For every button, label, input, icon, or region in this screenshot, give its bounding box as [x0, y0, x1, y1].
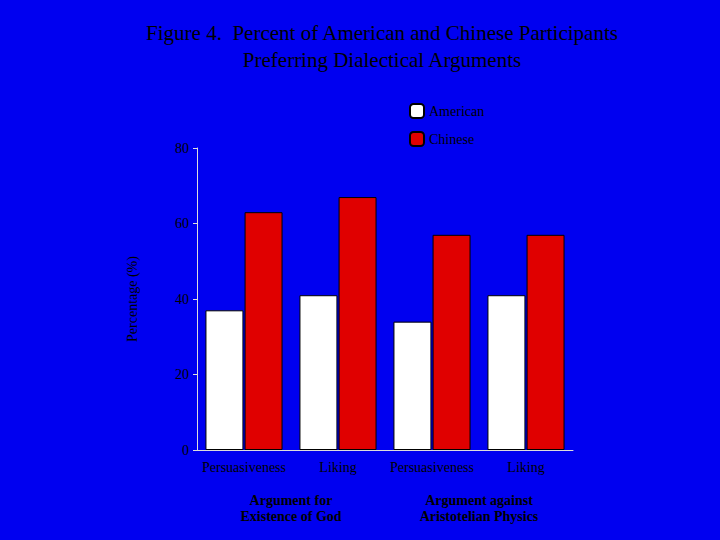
svg-text:40: 40	[175, 292, 189, 307]
svg-text:Liking: Liking	[507, 460, 544, 475]
svg-text:Liking: Liking	[319, 460, 356, 475]
svg-text:Preferring Dialectical Argumen: Preferring Dialectical Arguments	[243, 48, 521, 72]
svg-text:60: 60	[175, 216, 189, 231]
svg-text:20: 20	[175, 367, 189, 382]
svg-text:Persuasiveness: Persuasiveness	[390, 460, 474, 475]
svg-text:0: 0	[182, 443, 189, 458]
svg-text:Persuasiveness: Persuasiveness	[202, 460, 286, 475]
svg-text:Argument against: Argument against	[425, 493, 533, 508]
svg-text:80: 80	[175, 141, 189, 156]
svg-text:Chinese: Chinese	[429, 132, 474, 147]
svg-text:Argument for: Argument for	[250, 493, 333, 508]
svg-text:Figure 4. Percent of American: Figure 4. Percent of American and Chines…	[146, 21, 618, 45]
svg-text:American: American	[429, 104, 484, 119]
svg-text:Existence of God: Existence of God	[240, 509, 341, 524]
svg-text:Aristotelian Physics: Aristotelian Physics	[420, 509, 539, 524]
svg-text:Percentage (%): Percentage (%)	[125, 256, 141, 342]
